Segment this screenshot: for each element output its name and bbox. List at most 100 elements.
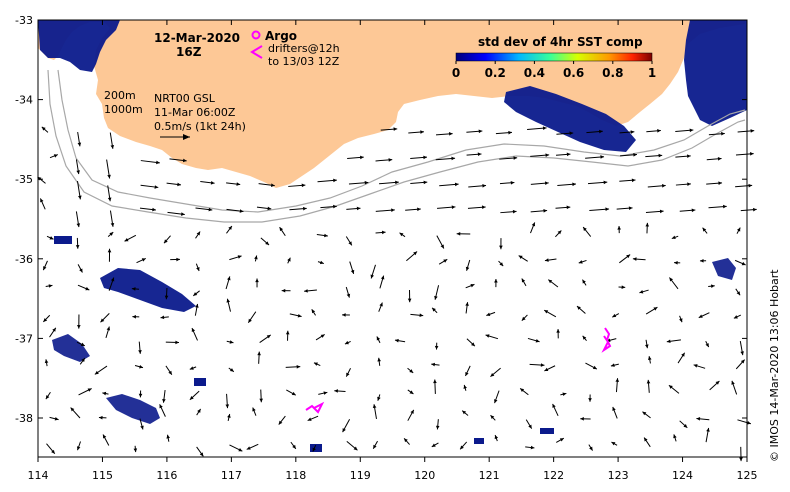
velocity-arrow-icon <box>706 157 722 161</box>
velocity-arrow-icon <box>229 444 243 452</box>
velocity-arrow-icon <box>407 290 412 303</box>
latitude-axis: -33 -34 -35 -36 -37 -38 <box>15 14 747 425</box>
velocity-arrow-icon <box>226 298 232 312</box>
velocity-arrow-icon <box>189 390 200 401</box>
velocity-arrow-icon <box>256 206 272 211</box>
velocity-arrow-icon <box>632 257 646 261</box>
lon-tick-label: 122 <box>543 469 564 482</box>
velocity-arrow-icon <box>437 205 456 210</box>
drifter-track-east <box>601 327 612 353</box>
sst-speck <box>310 444 322 452</box>
velocity-arrow-icon <box>679 420 688 429</box>
colorbar-tick-label: 0.4 <box>524 66 545 80</box>
velocity-arrow-icon <box>582 335 587 342</box>
lon-tick-label: 124 <box>672 469 693 482</box>
velocity-arrow-icon <box>313 362 321 367</box>
velocity-arrow-icon <box>410 155 428 160</box>
velocity-arrow-icon <box>519 388 529 396</box>
colorbar-title: std dev of 4hr SST comp <box>478 35 643 49</box>
velocity-arrow-icon <box>485 334 499 340</box>
velocity-arrow-icon <box>102 391 109 396</box>
velocity-arrow-icon <box>229 255 242 261</box>
velocity-arrow-icon <box>344 340 351 345</box>
velocity-arrow-icon <box>465 283 475 289</box>
velocity-arrow-icon <box>525 419 533 429</box>
velocity-arrow-icon <box>737 129 755 133</box>
sst-speck <box>474 438 484 444</box>
velocity-arrow-icon <box>588 444 594 451</box>
velocity-arrow-icon <box>94 365 108 375</box>
velocity-arrow-icon <box>247 311 257 323</box>
velocity-arrow-icon <box>226 182 241 186</box>
velocity-arrow-icon <box>107 231 114 238</box>
product-label: NRT00 GSL <box>154 92 216 105</box>
velocity-arrow-icon <box>521 278 527 287</box>
velocity-arrow-icon <box>586 129 603 134</box>
velocity-arrow-icon <box>195 263 200 272</box>
velocity-arrow-icon <box>100 313 110 323</box>
velocity-arrow-icon <box>278 415 286 425</box>
velocity-arrow-icon <box>642 411 651 419</box>
velocity-arrow-icon <box>349 261 355 275</box>
velocity-arrow-icon <box>311 309 316 316</box>
velocity-arrow-icon <box>226 208 244 213</box>
velocity-arrow-icon <box>530 208 548 213</box>
velocity-arrow-icon <box>132 314 140 319</box>
velocity-arrow-icon <box>49 416 59 421</box>
velocity-arrow-icon <box>410 180 428 185</box>
velocity-arrow-icon <box>70 407 81 419</box>
velocity-arrow-icon <box>228 367 235 373</box>
velocity-arrow-icon <box>616 206 633 210</box>
colorbar-tick-label: 0 <box>452 66 460 80</box>
velocity-arrow-icon <box>44 359 49 367</box>
velocity-arrow-icon <box>405 207 421 212</box>
velocity-arrow-icon <box>162 389 166 403</box>
velocity-arrow-icon <box>468 183 487 188</box>
velocity-arrow-icon <box>375 208 395 212</box>
velocity-arrow-icon <box>530 181 549 185</box>
velocity-arrow-icon <box>108 277 115 291</box>
velocity-arrow-icon <box>342 313 350 317</box>
velocity-arrow-icon <box>200 180 215 185</box>
velocity-arrow-icon <box>49 327 57 338</box>
velocity-arrow-icon <box>734 259 746 266</box>
velocity-arrow-icon <box>645 339 649 349</box>
velocity-arrow-icon <box>133 445 138 453</box>
velocity-arrow-icon <box>76 441 81 451</box>
velocity-arrow-icon <box>320 204 337 209</box>
velocity-arrow-icon <box>675 154 691 158</box>
velocity-arrow-icon <box>46 443 56 455</box>
lon-tick-label: 118 <box>285 469 306 482</box>
velocity-arrow-icon <box>585 155 605 159</box>
velocity-arrow-icon <box>139 418 144 430</box>
velocity-arrow-icon <box>521 314 528 321</box>
product-time: 11-Mar 06:00Z <box>154 106 236 119</box>
velocity-arrow-icon <box>463 384 467 391</box>
velocity-arrow-icon <box>226 340 234 344</box>
velocity-arrow-icon <box>668 384 680 394</box>
velocity-arrow-icon <box>257 351 261 364</box>
velocity-arrow-icon <box>619 178 636 183</box>
drifter-marker-icon <box>250 45 263 59</box>
velocity-arrow-icon <box>679 208 696 213</box>
velocity-arrow-icon <box>226 225 233 234</box>
velocity-arrow-icon <box>46 235 54 240</box>
velocity-arrow-icon <box>165 365 173 375</box>
current-vectors <box>37 126 757 462</box>
velocity-arrow-icon <box>45 284 53 288</box>
velocity-arrow-icon <box>557 182 577 187</box>
velocity-arrow-icon <box>105 326 111 338</box>
velocity-arrow-icon <box>547 279 559 288</box>
velocity-arrow-icon <box>555 205 571 210</box>
velocity-arrow-icon <box>643 437 651 448</box>
velocity-arrow-icon <box>612 313 620 318</box>
velocity-arrow-icon <box>140 184 159 189</box>
velocity-arrow-icon <box>740 207 757 212</box>
velocity-arrow-icon <box>619 254 631 264</box>
velocity-arrow-icon <box>556 329 560 339</box>
velocity-arrow-icon <box>543 309 557 318</box>
velocity-arrow-icon <box>166 434 170 442</box>
velocity-arrow-icon <box>465 302 469 314</box>
velocity-arrow-icon <box>645 306 658 315</box>
velocity-arrow-icon <box>378 302 383 312</box>
